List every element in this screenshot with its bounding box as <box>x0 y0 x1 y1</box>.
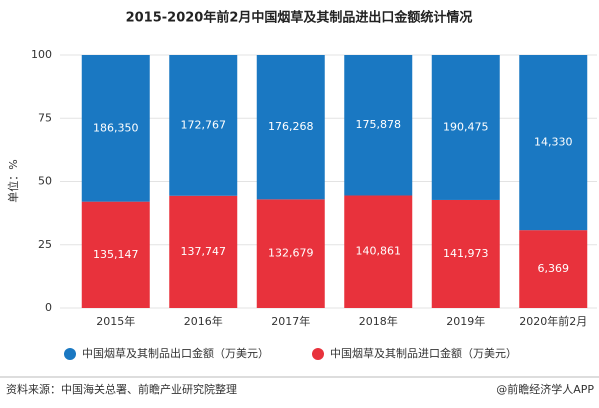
value-label: 176,268 <box>268 120 314 133</box>
x-tick-label: 2019年 <box>446 314 485 328</box>
bar-segment <box>344 55 413 196</box>
x-tick-label: 2016年 <box>184 314 223 328</box>
credit: @前瞻经济学人APP <box>496 382 594 396</box>
y-tick-label: 50 <box>38 175 52 188</box>
x-tick-label: 2017年 <box>271 314 310 328</box>
value-label: 137,747 <box>181 245 227 258</box>
legend-swatch <box>64 348 76 360</box>
x-tick-label: 2018年 <box>359 314 398 328</box>
source: 资料来源：中国海关总署、前瞻产业研究院整理 <box>6 382 237 396</box>
value-label: 175,878 <box>356 118 402 131</box>
bar-segment <box>256 199 325 308</box>
bar-segment <box>169 55 238 196</box>
x-tick-label: 2020年前2月 <box>519 314 587 328</box>
bar-segment <box>81 201 150 308</box>
legend-label: 中国烟草及其制品进口金额（万美元） <box>330 346 517 360</box>
value-label: 190,475 <box>443 120 489 133</box>
bar-segment <box>344 195 413 308</box>
bar-segment <box>519 230 588 308</box>
chart-title: 2015-2020年前2月中国烟草及其制品进出口金额统计情况 <box>126 10 473 26</box>
value-label: 172,767 <box>181 118 227 131</box>
y-tick-label: 0 <box>45 301 52 314</box>
legend-label: 中国烟草及其制品出口金额（万美元） <box>82 346 269 360</box>
bar-segment <box>169 195 238 308</box>
value-label: 132,679 <box>268 247 314 260</box>
bar-segment <box>431 55 500 200</box>
value-label: 14,330 <box>534 136 573 149</box>
x-tick-label: 2015年 <box>96 314 135 328</box>
value-label: 135,147 <box>93 248 139 261</box>
legend-swatch <box>312 348 324 360</box>
bar-segment <box>81 55 150 202</box>
y-tick-label: 25 <box>38 238 52 251</box>
value-label: 141,973 <box>443 247 489 260</box>
y-tick-label: 75 <box>38 111 52 124</box>
bar-segment <box>256 55 325 200</box>
value-label: 140,861 <box>356 245 402 258</box>
bar-segment <box>519 55 588 231</box>
value-label: 186,350 <box>93 121 139 134</box>
bar-segment <box>431 199 500 308</box>
y-tick-label: 100 <box>31 48 52 61</box>
value-label: 6,369 <box>538 262 570 275</box>
y-axis-label: 单位：% <box>6 159 20 202</box>
